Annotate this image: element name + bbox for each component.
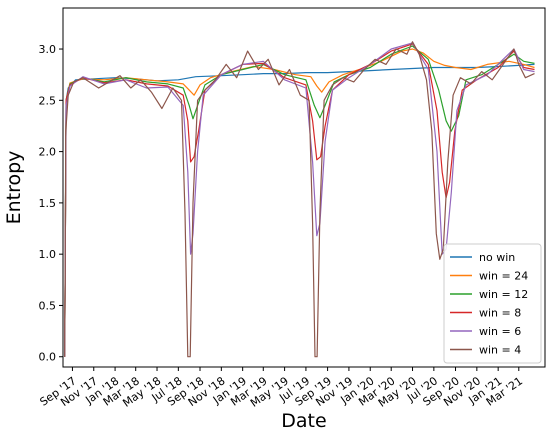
y-tick-label: 1.0 (39, 248, 57, 261)
y-tick-label: 1.5 (39, 197, 57, 210)
series-line-win-8 (64, 43, 535, 357)
legend-label: win = 4 (479, 344, 521, 357)
legend-label: win = 8 (479, 307, 521, 320)
series-line-win-4 (64, 41, 535, 358)
plot-frame (62, 7, 546, 368)
x-axis-title: Date (281, 410, 326, 432)
legend-label: win = 12 (479, 288, 528, 301)
legend: no win win = 24 win = 12 win = 8 win = 6 win … (443, 243, 542, 364)
series-line-win-6 (64, 42, 535, 357)
y-axis-title: Entropy (3, 151, 25, 225)
legend-box (443, 243, 542, 364)
series-line-win-12 (64, 45, 535, 357)
y-tick-label: 2.5 (39, 94, 57, 107)
plot-content (64, 41, 535, 358)
y-tick-label: 0.0 (39, 351, 57, 364)
y-axis: 0.0 0.5 1.0 1.5 2.0 2.5 3.0 (39, 43, 63, 364)
legend-label: no win (479, 251, 515, 264)
y-tick-label: 3.0 (39, 43, 57, 56)
series-line-win-24 (64, 48, 535, 357)
y-tick-label: 0.5 (39, 299, 57, 312)
y-tick-label: 2.0 (39, 146, 57, 159)
legend-label: win = 6 (479, 325, 521, 338)
legend-label: win = 24 (479, 270, 528, 283)
